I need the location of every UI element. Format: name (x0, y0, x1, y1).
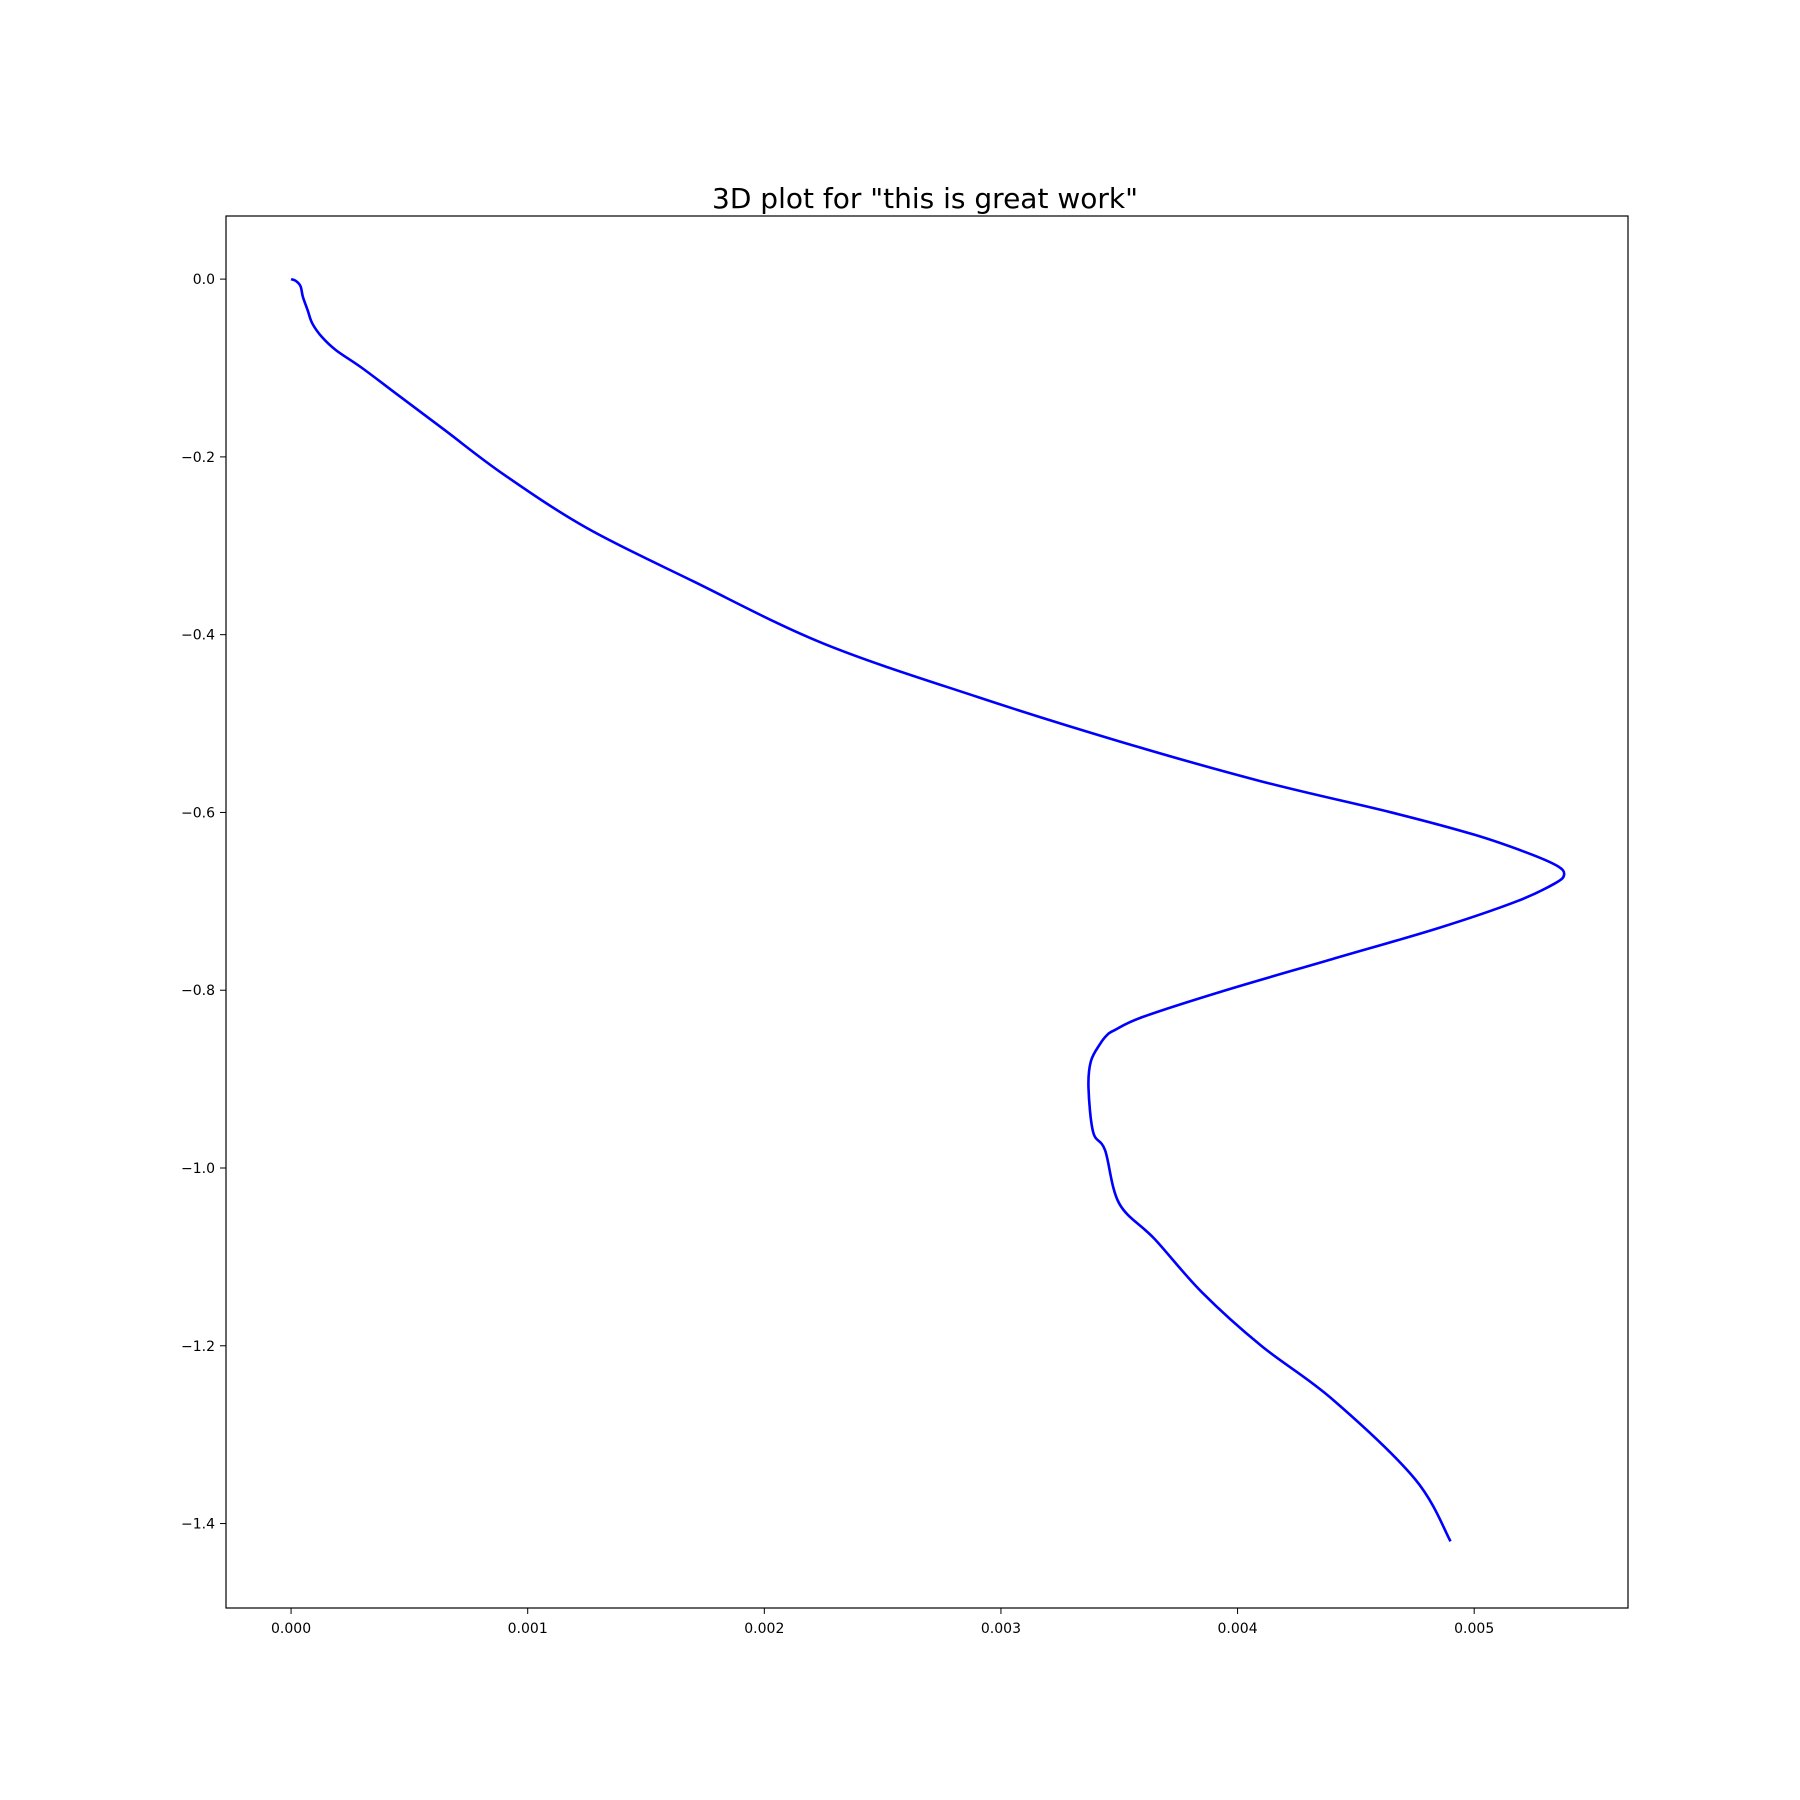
y-tick-label: −1.4 (181, 1517, 215, 1533)
x-tick-label: 0.003 (981, 1621, 1021, 1637)
x-axis-ticks: 0.000 0.001 0.002 0.003 0.004 0.005 (271, 1608, 1494, 1637)
x-tick-label: 0.002 (744, 1621, 784, 1637)
x-tick-label: 0.000 (271, 1621, 311, 1637)
y-axis-ticks: 0.0 −0.2 −0.4 −0.6 −0.8 −1.0 −1.2 −1.4 (181, 272, 226, 1533)
y-tick-label: −1.2 (181, 1339, 215, 1355)
x-tick-label: 0.005 (1454, 1621, 1494, 1637)
plot-frame (225, 215, 1629, 1609)
y-tick-label: −0.4 (181, 628, 215, 644)
y-tick-label: −0.8 (181, 983, 215, 999)
y-tick-label: 0.0 (193, 272, 215, 288)
y-tick-label: −1.0 (181, 1161, 215, 1177)
series-line (290, 277, 1566, 1542)
y-tick-label: −0.6 (181, 805, 215, 821)
plot-lines (290, 277, 1566, 1542)
x-tick-label: 0.001 (508, 1621, 548, 1637)
y-tick-label: −0.2 (181, 450, 215, 466)
chart-title: 3D plot for "this is great work" (712, 182, 1138, 215)
x-tick-label: 0.004 (1218, 1621, 1258, 1637)
